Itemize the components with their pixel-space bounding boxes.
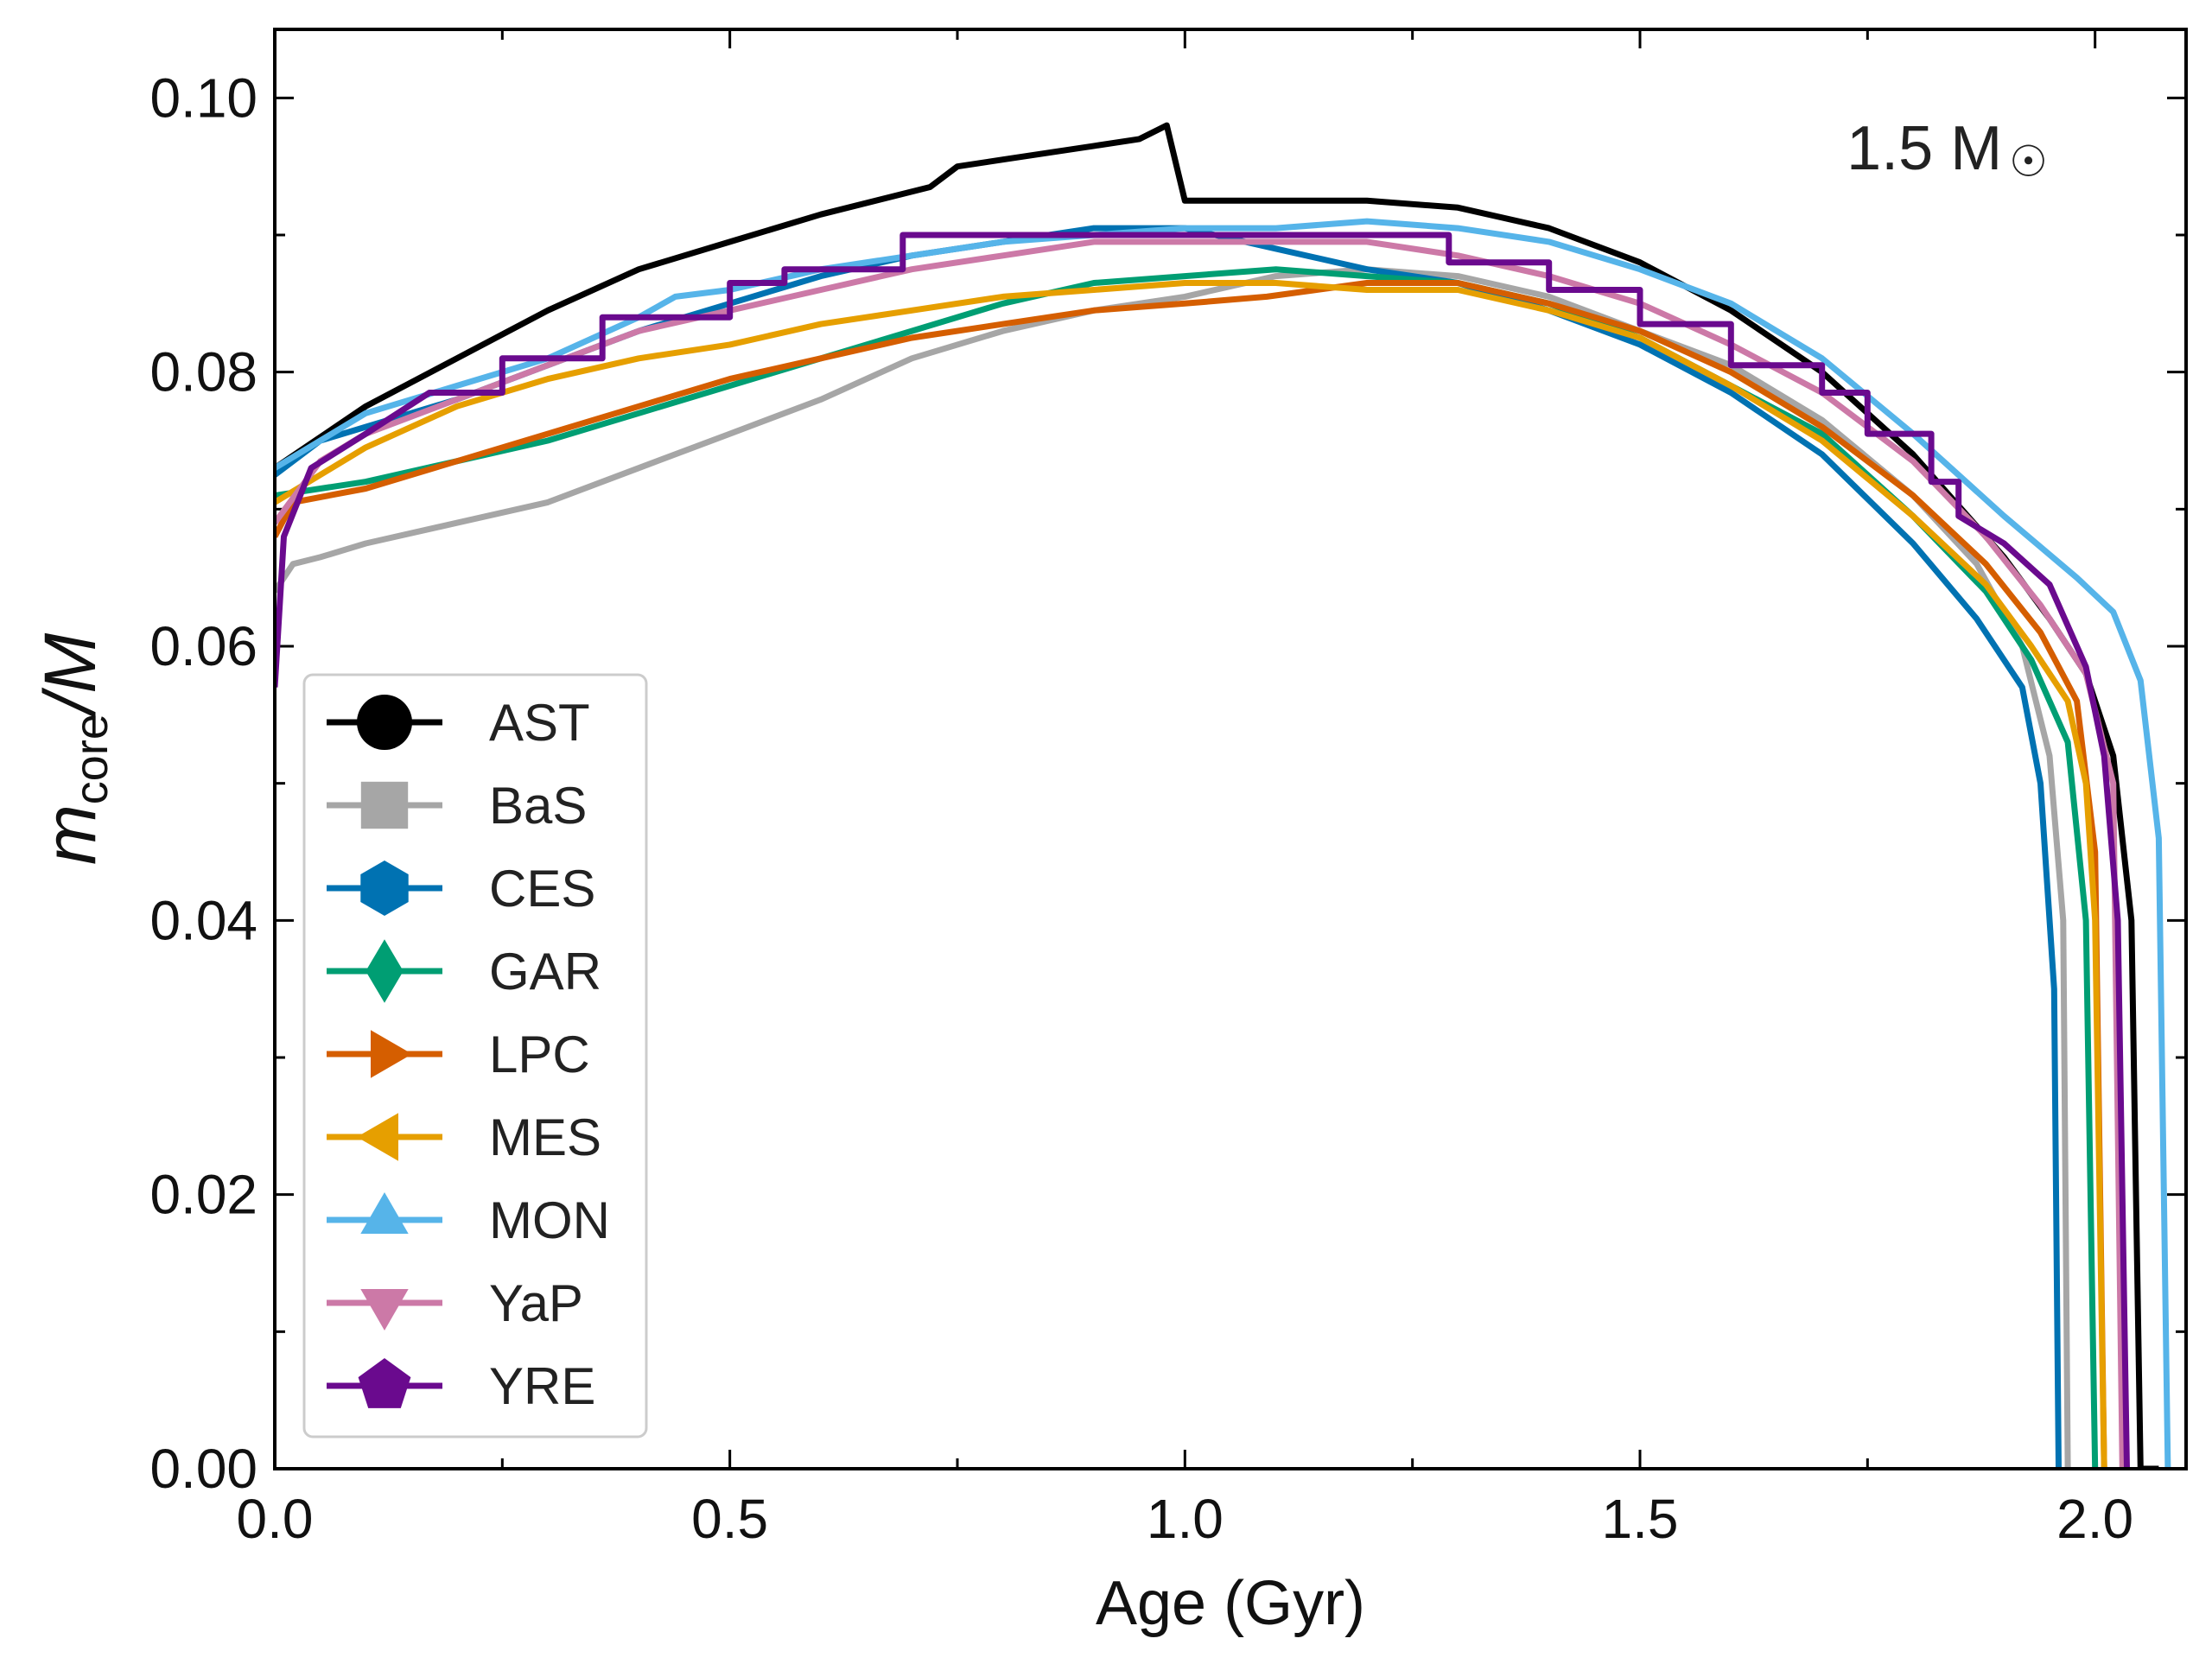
x-tick-labels: 0.0 0.5 1.0 1.5 2.0 bbox=[237, 1488, 2134, 1550]
stellar-mass-annotation: 1.5 M ☉ bbox=[1847, 114, 2048, 186]
series-line-mes bbox=[275, 280, 2107, 1469]
legend-label-gar: GAR bbox=[489, 943, 601, 1000]
legend-marker-gar bbox=[365, 939, 404, 1003]
legend-label-ast: AST bbox=[489, 694, 590, 752]
y-tick-label: 0.02 bbox=[149, 1164, 257, 1226]
y-axis-label-sub: core bbox=[66, 714, 118, 804]
x-tick-label: 1.5 bbox=[1602, 1488, 1679, 1550]
y-tick-label: 0.08 bbox=[149, 341, 257, 403]
sun-symbol-icon: ☉ bbox=[2009, 137, 2048, 186]
legend-marker-ces bbox=[360, 861, 409, 916]
series-line-mon bbox=[275, 218, 2171, 1469]
legend-label-mon: MON bbox=[489, 1191, 610, 1249]
y-tick-label: 0.06 bbox=[149, 615, 257, 677]
y-tick-labels: 0.00 0.02 0.04 0.06 0.08 0.10 bbox=[149, 67, 257, 1500]
y-axis-label: mcore/M bbox=[29, 633, 118, 865]
legend-marker-lpc bbox=[371, 1030, 412, 1078]
series-line-yre bbox=[275, 232, 2130, 1469]
x-tick-label: 2.0 bbox=[2056, 1488, 2133, 1550]
legend-label-yap: YaP bbox=[489, 1274, 583, 1332]
legend-marker-yap bbox=[360, 1289, 409, 1331]
legend-marker-mes bbox=[357, 1113, 398, 1161]
legend: AST BaS CES GAR LPC MES MON YaP YRE bbox=[302, 673, 648, 1439]
legend-label-bas: BaS bbox=[489, 777, 587, 835]
x-tick-label: 1.0 bbox=[1147, 1488, 1224, 1550]
legend-label-ces: CES bbox=[489, 860, 595, 918]
series-line-gar bbox=[275, 266, 2099, 1469]
legend-marker-yre bbox=[358, 1358, 411, 1408]
series-layer bbox=[275, 122, 2171, 1469]
plot-frame bbox=[273, 28, 2188, 1470]
series-line-lpc bbox=[275, 280, 2107, 1469]
legend-label-yre: YRE bbox=[489, 1357, 595, 1415]
series-line-bas bbox=[275, 266, 2071, 1469]
x-tick-label: 0.5 bbox=[691, 1488, 768, 1550]
legend-label-mes: MES bbox=[489, 1108, 601, 1166]
legend-marker-mon bbox=[360, 1192, 409, 1234]
x-axis-label: Age (Gyr) bbox=[1096, 1569, 1365, 1638]
legend-label-lpc: LPC bbox=[489, 1026, 590, 1083]
series-line-yap bbox=[275, 238, 2126, 1469]
x-tick-label: 0.0 bbox=[237, 1488, 314, 1550]
y-axis-label-tail: /M bbox=[29, 633, 111, 718]
y-axis-label-main: m bbox=[29, 804, 111, 865]
stellar-mass-text: 1.5 M bbox=[1847, 114, 2002, 183]
legend-marker-ast bbox=[357, 695, 412, 750]
legend-marker-bas bbox=[360, 781, 409, 829]
y-tick-label: 0.00 bbox=[149, 1438, 257, 1500]
y-tick-label: 0.10 bbox=[149, 67, 257, 129]
y-tick-label: 0.04 bbox=[149, 889, 257, 951]
